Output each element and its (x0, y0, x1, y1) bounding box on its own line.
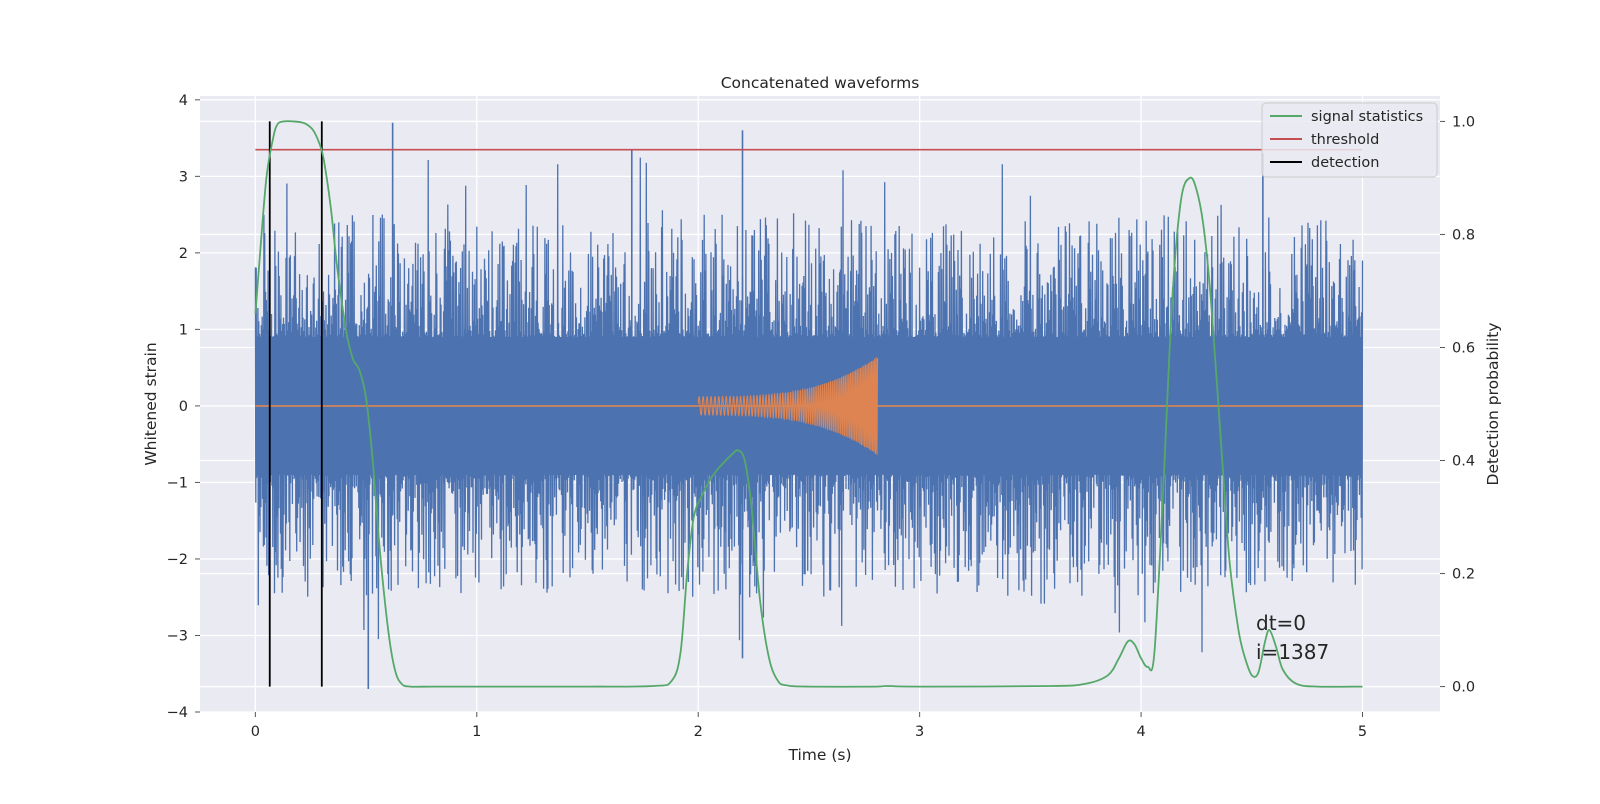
y-left-tick-label: 0 (179, 399, 188, 415)
y-left-tick-label: 1 (179, 322, 188, 338)
legend-box (1261, 102, 1438, 178)
legend-label-signal-statistics: signal statistics (1311, 109, 1423, 125)
y-left-tick-label: −2 (167, 552, 188, 568)
y-left-tick-label: −3 (167, 628, 188, 644)
legend: signal statistics threshold detection (1261, 102, 1438, 178)
y-left-tick-label: 4 (179, 93, 188, 109)
y-left-tick-label: −4 (167, 705, 188, 721)
annotation-index: i=1387 (1256, 640, 1329, 664)
y-left-tick-label: 3 (179, 169, 188, 185)
legend-label-threshold: threshold (1311, 132, 1379, 148)
y-right-tick-label: 0.4 (1452, 454, 1475, 470)
y-left-tick-label: 2 (179, 246, 188, 262)
y-left-tick-label: −1 (167, 475, 188, 491)
chirp-trace (697, 357, 879, 455)
noise-trace (254, 157, 1364, 653)
y-right-tick-label: 0.8 (1452, 227, 1475, 243)
x-tick-label: 3 (915, 724, 924, 740)
x-tick-label: 2 (694, 724, 703, 740)
y-right-tick-label: 1.0 (1452, 114, 1475, 130)
signal-statistics-curve (254, 120, 1363, 688)
y-right-tick-label: 0.0 (1452, 680, 1475, 696)
y-axis-right-label: Detection probability (1484, 323, 1502, 486)
x-tick-label: 4 (1136, 724, 1145, 740)
plot-series (254, 120, 1364, 690)
x-axis-label: Time (s) (787, 746, 851, 764)
x-tick-label: 0 (251, 724, 260, 740)
annotation-dt: dt=0 (1256, 611, 1306, 635)
x-tick-label: 5 (1358, 724, 1367, 740)
y-right-tick-label: 0.2 (1452, 567, 1475, 583)
axes: 0 1 2 3 4 5 −4 −3 −2 −1 0 1 2 3 4 0.0 0.2 0.4 0.6 0.8 1.0 (167, 93, 1475, 740)
x-tick-label: 1 (472, 724, 481, 740)
chart-title: Concatenated waveforms (721, 74, 920, 92)
y-right-tick-label: 0.6 (1452, 340, 1475, 356)
legend-label-detection: detection (1311, 155, 1379, 171)
y-axis-left-label: Whitened strain (142, 342, 160, 465)
